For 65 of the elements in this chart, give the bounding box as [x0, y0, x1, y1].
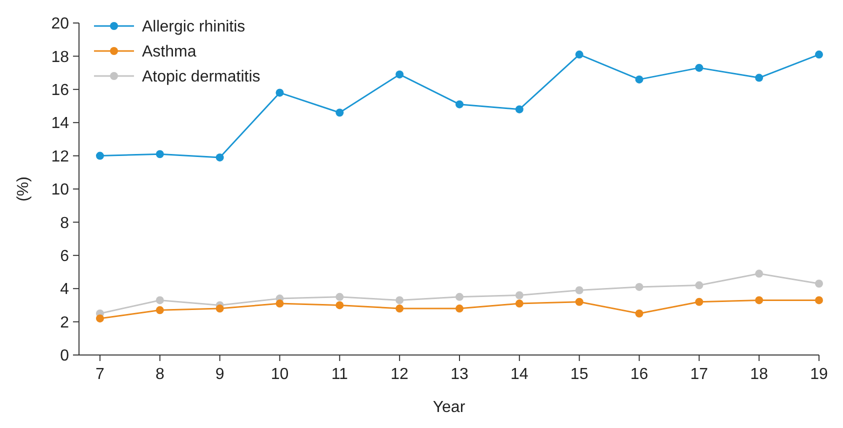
y-tick-label: 8: [60, 214, 70, 232]
legend-label: Allergic rhinitis: [142, 18, 246, 36]
legend-label: Atopic dermatitis: [142, 68, 260, 86]
y-tick-label: 6: [60, 248, 70, 265]
x-tick-label: 14: [510, 366, 528, 383]
x-tick-label: 10: [270, 366, 289, 383]
point: [396, 70, 404, 78]
point: [515, 291, 524, 300]
x-axis-title: Year: [432, 399, 466, 416]
point: [755, 74, 764, 82]
point: [336, 301, 344, 310]
x-tick-label: 16: [630, 366, 648, 383]
point: [156, 150, 164, 158]
x-tick-label: 17: [690, 366, 708, 383]
point: [156, 296, 164, 304]
point: [635, 310, 644, 318]
point: [276, 88, 284, 97]
y-tick-label: 4: [60, 281, 70, 298]
point: [396, 304, 404, 313]
point: [815, 296, 823, 304]
legend-label: Asthma: [142, 44, 196, 61]
point: [455, 292, 464, 301]
point: [156, 306, 164, 314]
x-tick-label: 19: [810, 366, 828, 383]
x-tick-label: 11: [331, 366, 348, 383]
point: [276, 300, 284, 308]
y-tick-label: 0: [60, 348, 70, 365]
point: [575, 286, 584, 294]
point: [695, 281, 704, 290]
point: [695, 64, 704, 72]
y-tick-label: 16: [51, 82, 70, 99]
y-tick-label: 10: [51, 182, 70, 199]
y-tick-label: 14: [51, 115, 70, 132]
point: [96, 314, 104, 322]
point: [635, 75, 644, 84]
point: [216, 153, 224, 162]
point: [575, 50, 584, 59]
x-tick-label: 7: [96, 366, 105, 383]
point: [336, 108, 344, 117]
y-tick-label: 2: [60, 314, 70, 332]
point: [336, 292, 344, 301]
point: [216, 304, 224, 313]
x-tick-label: 18: [750, 366, 768, 383]
point: [396, 296, 404, 304]
point: [815, 280, 823, 288]
x-tick-label: 15: [570, 366, 588, 383]
x-tick-label: 12: [390, 366, 409, 383]
point: [755, 296, 764, 304]
point: [455, 100, 464, 108]
x-tick-label: 13: [450, 366, 468, 383]
x-tick-label: 9: [215, 366, 224, 383]
point: [815, 50, 823, 59]
y-tick-label: 18: [51, 48, 70, 66]
point: [515, 105, 524, 114]
point: [695, 298, 704, 306]
point: [455, 304, 464, 313]
point: [635, 282, 644, 291]
y-tick-label: 20: [51, 16, 70, 33]
point: [96, 152, 104, 160]
y-tick-label: 12: [51, 148, 70, 166]
x-tick-label: 8: [155, 366, 164, 383]
point: [515, 300, 524, 308]
point: [755, 270, 764, 278]
point: [575, 298, 584, 306]
y-axis-title: (%): [15, 176, 32, 202]
